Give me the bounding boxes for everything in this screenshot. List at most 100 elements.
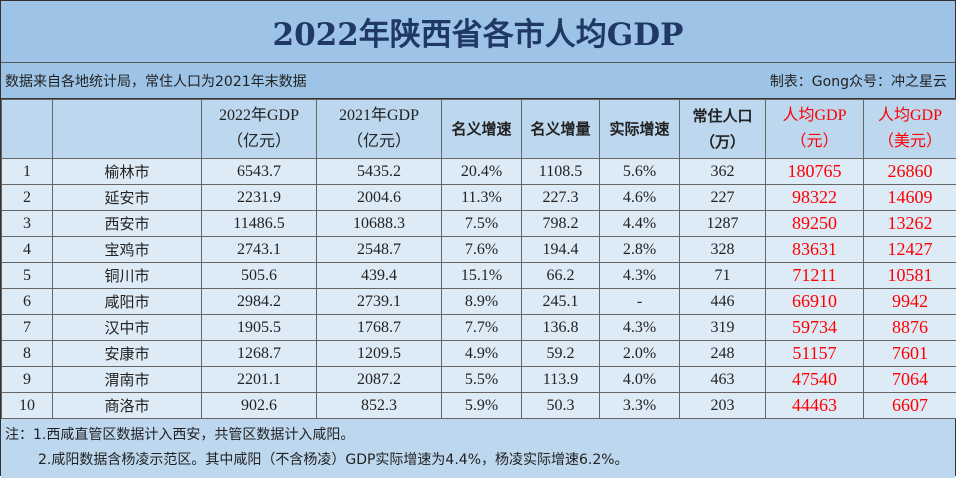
cell-city: 榆林市 [53, 159, 202, 185]
cell-gdp2021: 439.4 [317, 263, 442, 289]
cell-per-capita-usd: 12427 [864, 237, 956, 263]
header-row: 2022年GDP（亿元） 2021年GDP（亿元） 名义增速 名义增量 实际增速… [2, 100, 956, 159]
cell-city: 铜川市 [53, 263, 202, 289]
cell-per-capita-usd: 7601 [864, 341, 956, 367]
cell-rank: 7 [2, 315, 53, 341]
header-gdp2022: 2022年GDP（亿元） [202, 100, 317, 159]
header-nominal-increase: 名义增量 [522, 100, 600, 159]
cell-gdp2021: 5435.2 [317, 159, 442, 185]
cell-gdp2021: 2087.2 [317, 367, 442, 393]
source-row: 数据来自各地统计局，常住人口为2021年末数据 制表：Gong众号：冲之星云 [1, 63, 955, 99]
cell-rank: 6 [2, 289, 53, 315]
cell-city: 商洛市 [53, 393, 202, 419]
cell-gdp2021: 2004.6 [317, 185, 442, 211]
cell-city: 汉中市 [53, 315, 202, 341]
cell-nominal-rate: 7.5% [442, 211, 522, 237]
cell-city: 渭南市 [53, 367, 202, 393]
cell-per-capita-cny: 51157 [766, 341, 864, 367]
cell-real-rate: 4.0% [600, 367, 680, 393]
cell-gdp2022: 6543.7 [202, 159, 317, 185]
source-note: 数据来自各地统计局，常住人口为2021年末数据 [5, 71, 307, 91]
header-gdp2021: 2021年GDP（亿元） [317, 100, 442, 159]
cell-population: 362 [680, 159, 766, 185]
cell-gdp2022: 2984.2 [202, 289, 317, 315]
cell-gdp2022: 2201.1 [202, 367, 317, 393]
cell-rank: 1 [2, 159, 53, 185]
cell-real-rate: 4.4% [600, 211, 680, 237]
cell-gdp2022: 505.6 [202, 263, 317, 289]
header-city [53, 100, 202, 159]
cell-per-capita-usd: 26860 [864, 159, 956, 185]
cell-per-capita-usd: 6607 [864, 393, 956, 419]
cell-nominal-rate: 15.1% [442, 263, 522, 289]
cell-real-rate: 2.0% [600, 341, 680, 367]
cell-gdp2021: 10688.3 [317, 211, 442, 237]
cell-per-capita-usd: 9942 [864, 289, 956, 315]
notes: 注：1.西咸直管区数据计入西安，共管区数据计入咸阳。 2.咸阳数据含杨凌示范区。… [1, 419, 955, 478]
cell-nominal-rate: 7.7% [442, 315, 522, 341]
cell-nominal-rate: 20.4% [442, 159, 522, 185]
cell-real-rate: 5.6% [600, 159, 680, 185]
cell-per-capita-usd: 7064 [864, 367, 956, 393]
note-1: 注：1.西咸直管区数据计入西安，共管区数据计入咸阳。 [5, 423, 951, 448]
cell-rank: 8 [2, 341, 53, 367]
header-per-capita-usd: 人均GDP（美元） [864, 100, 956, 159]
cell-per-capita-usd: 14609 [864, 185, 956, 211]
cell-nominal-increase: 136.8 [522, 315, 600, 341]
cell-nominal-increase: 245.1 [522, 289, 600, 315]
cell-rank: 5 [2, 263, 53, 289]
cell-nominal-rate: 11.3% [442, 185, 522, 211]
cell-real-rate: 4.3% [600, 263, 680, 289]
header-rank [2, 100, 53, 159]
cell-population: 203 [680, 393, 766, 419]
cell-nominal-increase: 194.4 [522, 237, 600, 263]
cell-nominal-increase: 66.2 [522, 263, 600, 289]
cell-nominal-increase: 227.3 [522, 185, 600, 211]
cell-real-rate: 4.3% [600, 315, 680, 341]
cell-gdp2022: 1905.5 [202, 315, 317, 341]
cell-gdp2021: 852.3 [317, 393, 442, 419]
cell-gdp2022: 2231.9 [202, 185, 317, 211]
cell-nominal-rate: 8.9% [442, 289, 522, 315]
cell-nominal-increase: 50.3 [522, 393, 600, 419]
note-2: 2.咸阳数据含杨凌示范区。其中咸阳（不含杨凌）GDP实际增速为4.4%，杨凌实际… [5, 448, 951, 473]
cell-rank: 3 [2, 211, 53, 237]
cell-nominal-rate: 5.5% [442, 367, 522, 393]
cell-city: 延安市 [53, 185, 202, 211]
cell-city: 安康市 [53, 341, 202, 367]
cell-population: 227 [680, 185, 766, 211]
cell-rank: 4 [2, 237, 53, 263]
data-table: 2022年GDP（亿元） 2021年GDP（亿元） 名义增速 名义增量 实际增速… [1, 99, 956, 419]
cell-population: 328 [680, 237, 766, 263]
header-nominal-rate: 名义增速 [442, 100, 522, 159]
cell-gdp2022: 902.6 [202, 393, 317, 419]
cell-nominal-rate: 7.6% [442, 237, 522, 263]
cell-rank: 2 [2, 185, 53, 211]
header-real-rate: 实际增速 [600, 100, 680, 159]
cell-per-capita-usd: 8876 [864, 315, 956, 341]
cell-city: 宝鸡市 [53, 237, 202, 263]
cell-population: 71 [680, 263, 766, 289]
cell-nominal-increase: 798.2 [522, 211, 600, 237]
cell-per-capita-cny: 59734 [766, 315, 864, 341]
credit: 制表：Gong众号：冲之星云 [770, 71, 947, 91]
cell-real-rate: 4.6% [600, 185, 680, 211]
cell-city: 西安市 [53, 211, 202, 237]
cell-gdp2022: 1268.7 [202, 341, 317, 367]
cell-population: 446 [680, 289, 766, 315]
cell-nominal-increase: 113.9 [522, 367, 600, 393]
cell-per-capita-cny: 66910 [766, 289, 864, 315]
cell-per-capita-cny: 71211 [766, 263, 864, 289]
page-title: 2022年陕西省各市人均GDP [1, 1, 955, 63]
cell-real-rate: 3.3% [600, 393, 680, 419]
cell-real-rate: - [600, 289, 680, 315]
cell-population: 248 [680, 341, 766, 367]
cell-per-capita-cny: 44463 [766, 393, 864, 419]
